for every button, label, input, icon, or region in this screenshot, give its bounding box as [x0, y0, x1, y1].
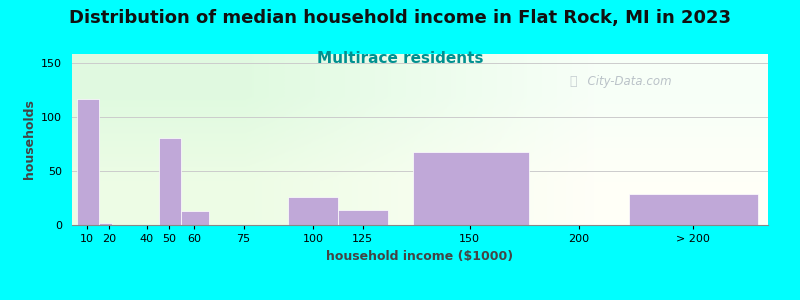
X-axis label: household income ($1000): household income ($1000)	[326, 250, 514, 262]
Y-axis label: households: households	[22, 100, 36, 179]
Bar	[159, 138, 182, 225]
Text: Distribution of median household income in Flat Rock, MI in 2023: Distribution of median household income …	[69, 9, 731, 27]
Bar	[288, 197, 338, 225]
Bar	[629, 194, 758, 225]
Bar	[77, 100, 99, 225]
Text: City-Data.com: City-Data.com	[580, 74, 672, 88]
Bar	[338, 210, 388, 225]
Text: Multirace residents: Multirace residents	[317, 51, 483, 66]
Text: ⌕: ⌕	[570, 74, 577, 88]
Bar	[182, 211, 209, 225]
Bar	[413, 152, 530, 225]
Bar	[99, 223, 112, 225]
